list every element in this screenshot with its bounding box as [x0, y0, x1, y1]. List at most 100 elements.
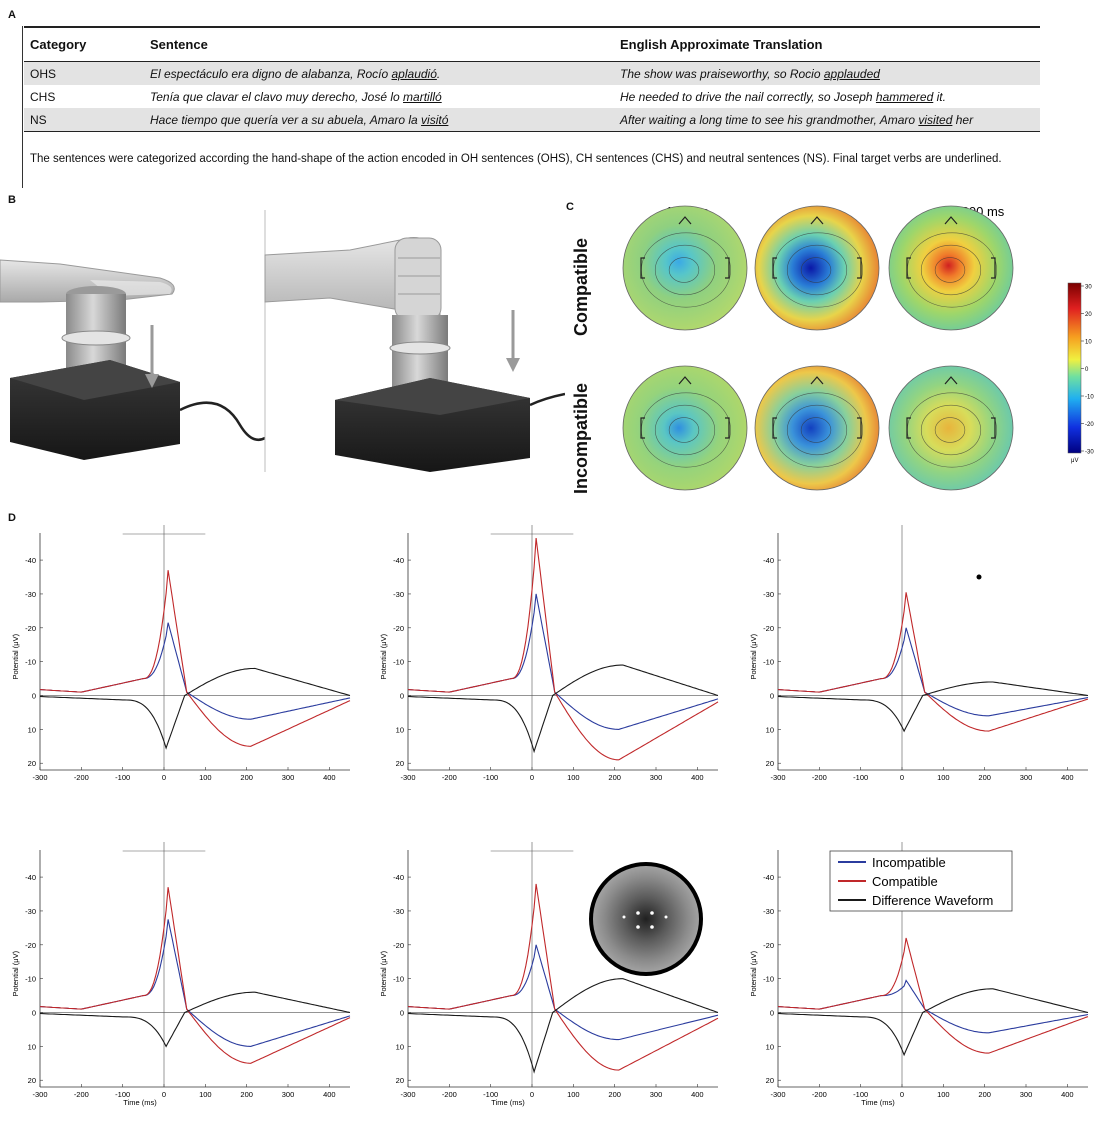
colorbar — [1067, 282, 1082, 454]
x-tick-label: -200 — [812, 1090, 827, 1099]
topomap-head — [622, 365, 748, 491]
table-bottom-rule — [24, 131, 1040, 132]
y-axis-label: Potential (μV) — [749, 633, 758, 679]
y-axis-label: Potential (μV) — [379, 950, 388, 996]
row-translation: The show was praiseworthy, so Rocio appl… — [620, 66, 880, 81]
row-sentence: Hace tiempo que quería ver a su abuela, … — [150, 112, 449, 127]
y-tick-label: -20 — [25, 941, 36, 950]
y-tick-label: -20 — [25, 624, 36, 633]
table-row: NS Hace tiempo que quería ver a su abuel… — [24, 108, 1040, 131]
table-left-rule — [22, 26, 23, 188]
response-device-photos — [0, 210, 565, 472]
x-tick-label: 100 — [199, 773, 212, 782]
row-label-compatible: Compatible — [571, 238, 591, 336]
x-tick-label: -300 — [770, 1090, 785, 1099]
row-sentence: Tenía que clavar el clavo muy derecho, J… — [150, 89, 442, 104]
table-header-row: Category Sentence English Approximate Tr… — [24, 28, 1040, 62]
series-line-difference-waveform — [39, 667, 351, 750]
y-tick-label: -10 — [393, 658, 404, 667]
x-tick-label: -300 — [770, 773, 785, 782]
x-tick-label: 0 — [900, 1090, 904, 1099]
x-tick-label: 400 — [691, 773, 704, 782]
panel-c-label: C — [566, 201, 574, 213]
x-tick-label: 300 — [650, 773, 663, 782]
row-category: OHS — [30, 66, 57, 81]
y-tick-label: 20 — [766, 759, 774, 768]
x-tick-label: 100 — [567, 773, 580, 782]
series-line-compatible — [39, 570, 351, 747]
panel-d-label: D — [8, 512, 16, 524]
x-tick-label: -300 — [32, 1090, 47, 1099]
y-tick-label: 10 — [396, 1042, 404, 1051]
y-tick-label: 10 — [766, 1042, 774, 1051]
y-tick-label: 10 — [396, 725, 404, 734]
row-sentence: El espectáculo era digno de alabanza, Ro… — [150, 66, 441, 81]
x-tick-label: -200 — [442, 773, 457, 782]
x-tick-label: -100 — [115, 1090, 130, 1099]
x-tick-label: -200 — [812, 773, 827, 782]
series-line-compatible — [777, 592, 1089, 732]
target-verb: martilló — [403, 89, 442, 104]
marker-dot — [976, 574, 982, 580]
y-tick-label: -30 — [25, 590, 36, 599]
series-line-incompatible — [407, 593, 719, 730]
y-axis-label: Potential (μV) — [11, 633, 20, 679]
x-tick-label: 200 — [608, 773, 621, 782]
series-line-incompatible — [39, 622, 351, 720]
series-line-difference-waveform — [407, 978, 719, 1074]
table-caption: The sentences were categorized according… — [30, 153, 1002, 165]
topomap-head — [754, 205, 880, 331]
row-translation: He needed to drive the nail correctly, s… — [620, 89, 946, 104]
target-verb: visitó — [421, 112, 449, 127]
series-line-difference-waveform — [777, 681, 1089, 733]
topomap-head — [888, 205, 1014, 331]
sentence-table: Category Sentence English Approximate Tr… — [24, 26, 1040, 132]
table-row: OHS El espectáculo era digno de alabanza… — [24, 62, 1040, 85]
table-top-rule — [24, 26, 1040, 28]
y-tick-label: 0 — [770, 1009, 774, 1018]
y-tick-label: -30 — [763, 590, 774, 599]
x-tick-label: -100 — [483, 1090, 498, 1099]
electrode-scalp-inset — [589, 862, 703, 976]
x-tick-label: -100 — [853, 773, 868, 782]
panel-a-label: A — [8, 9, 16, 21]
colorbar-tick-label: 10 — [1085, 340, 1092, 346]
x-tick-label: 300 — [650, 1090, 663, 1099]
series-line-compatible — [407, 883, 719, 1071]
x-tick-label: 200 — [240, 1090, 253, 1099]
y-tick-label: -40 — [393, 556, 404, 565]
y-tick-label: -10 — [763, 658, 774, 667]
colorbar-unit: μV — [1071, 458, 1078, 464]
row-translation: After waiting a long time to see his gra… — [620, 112, 974, 127]
closed-hand-device-photo — [264, 237, 565, 472]
series-line-compatible — [777, 937, 1089, 1054]
y-axis-label: Potential (μV) — [749, 950, 758, 996]
series-line-difference-waveform — [39, 991, 351, 1048]
x-tick-label: 200 — [608, 1090, 621, 1099]
row-category: NS — [30, 112, 47, 127]
y-axis-label: Potential (μV) — [379, 633, 388, 679]
y-tick-label: -10 — [25, 658, 36, 667]
x-tick-label: -300 — [400, 1090, 415, 1099]
target-verb-translation: hammered — [875, 89, 934, 104]
x-tick-label: 400 — [1061, 1090, 1074, 1099]
topomap-head — [888, 365, 1014, 491]
y-tick-label: -40 — [25, 556, 36, 565]
x-axis-label: Time (ms) — [123, 1098, 157, 1107]
y-tick-label: 20 — [28, 759, 36, 768]
x-axis-label: Time (ms) — [491, 1098, 525, 1107]
colorbar-tick-label: -30 — [1085, 450, 1094, 456]
y-tick-label: -20 — [763, 941, 774, 950]
series-line-difference-waveform — [777, 988, 1089, 1057]
x-tick-label: 200 — [978, 1090, 991, 1099]
target-verb-translation: applauded — [823, 66, 880, 81]
x-tick-label: -200 — [74, 773, 89, 782]
y-tick-label: -40 — [763, 556, 774, 565]
series-line-difference-waveform — [407, 664, 719, 754]
